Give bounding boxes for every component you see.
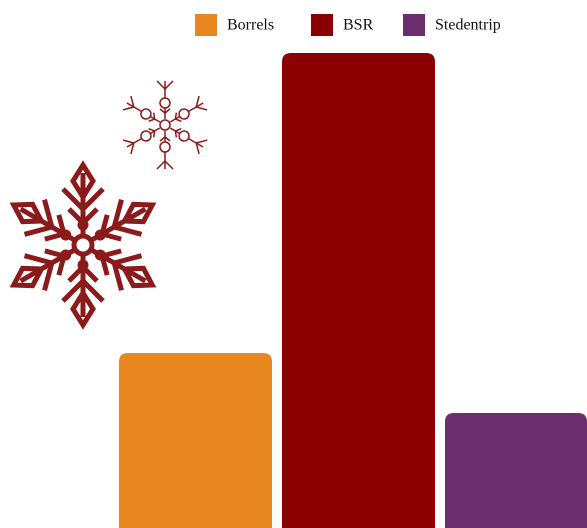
bar — [282, 53, 435, 528]
legend-swatch — [311, 14, 333, 36]
snowflake-large — [4, 165, 163, 325]
legend-label: BSR — [343, 17, 374, 34]
bar — [119, 353, 272, 528]
legend-label: Borrels — [227, 17, 274, 34]
bar — [445, 413, 587, 528]
legend-swatch — [403, 14, 425, 36]
snowflake-small — [122, 80, 208, 170]
legend-swatch — [195, 14, 217, 36]
legend-label: Stedentrip — [435, 17, 501, 34]
